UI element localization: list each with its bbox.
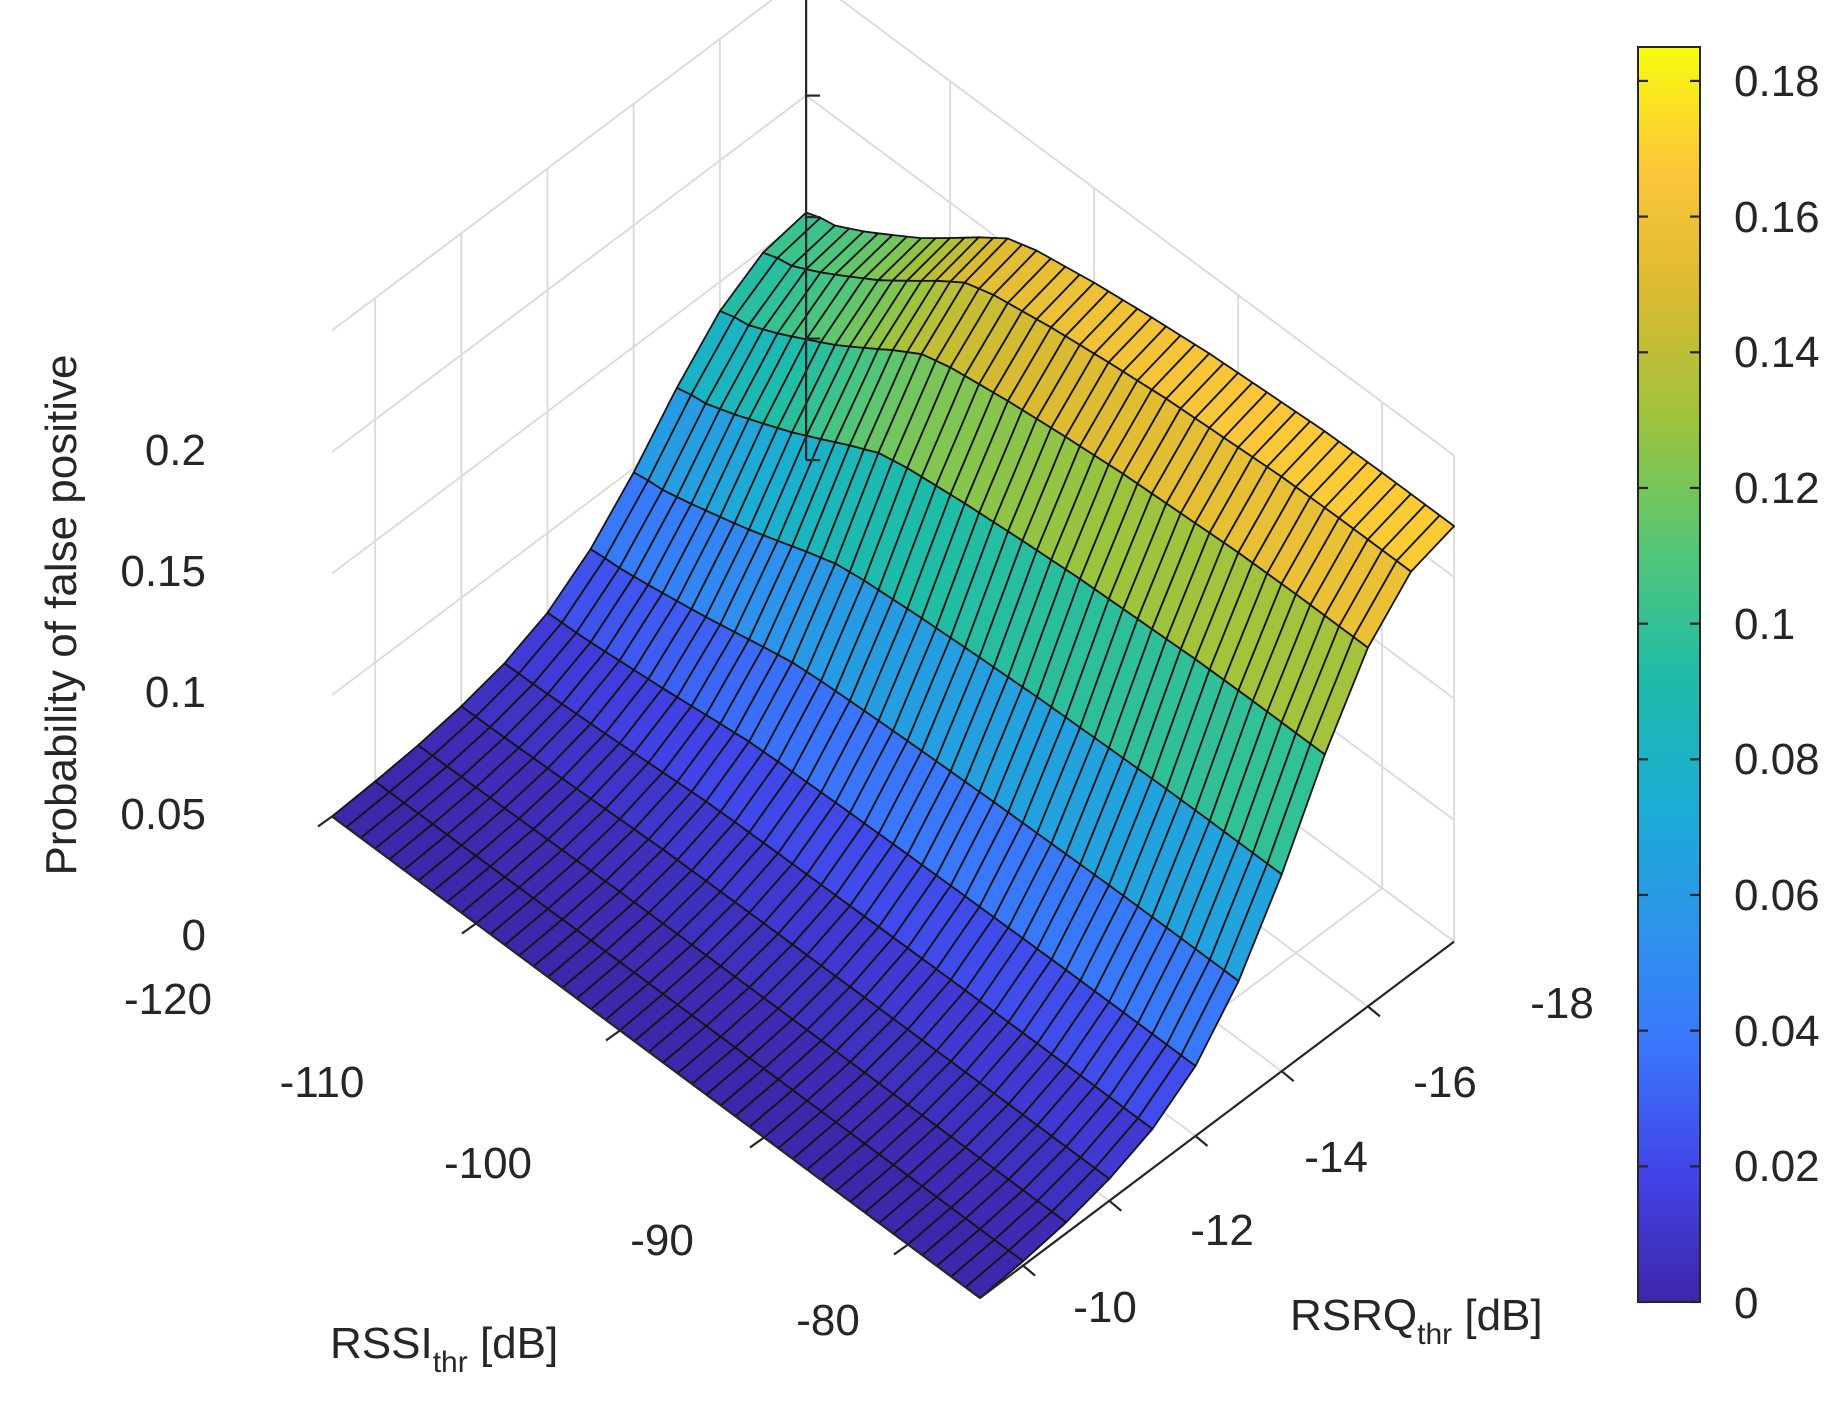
- y-tick-mark: [1280, 1070, 1295, 1083]
- x-axis-label-sub: thr: [433, 1346, 468, 1379]
- colorbar-tick-label: 0.06: [1734, 871, 1820, 920]
- x-tick-mark: [461, 922, 477, 935]
- y-axis-label-main: RSRQ: [1290, 1291, 1417, 1340]
- axes-lines: [317, 0, 1455, 1299]
- y-tick-mark: [1194, 1135, 1209, 1147]
- x-tick-label: -110: [280, 1058, 365, 1107]
- z-axis-ticks: 0 0.05 0.1 0.15 0.2: [120, 426, 206, 960]
- colorbar-tick-label: 0.02: [1734, 1142, 1820, 1191]
- colorbar-tick-label: 0.16: [1734, 193, 1820, 242]
- colorbar-tick-labels: 0 0.02 0.04 0.06 0.08 0.1 0.12 0.14 0.16…: [1734, 57, 1820, 1328]
- y-tick-label: -14: [1304, 1133, 1368, 1182]
- x-axis-label: RSSIthr [dB]: [330, 1319, 558, 1379]
- y-tick-mark: [1108, 1199, 1123, 1212]
- z-tick-label: 0.05: [120, 790, 206, 839]
- x-tick-mark: [317, 815, 333, 828]
- colorbar: [1637, 46, 1701, 1303]
- x-tick-mark: [605, 1029, 621, 1042]
- y-tick-mark: [1367, 1005, 1381, 1018]
- grid-line: [331, 94, 807, 453]
- x-tick-label: -90: [630, 1216, 694, 1265]
- grid-line: [331, 216, 807, 575]
- colorbar-tick-label: 0.18: [1734, 57, 1820, 106]
- z-axis-label: Probability of false positive: [37, 355, 86, 876]
- colorbar-tick-label: 0.14: [1734, 328, 1820, 377]
- grid-line: [331, 0, 774, 332]
- y-tick-label: -16: [1413, 1058, 1477, 1107]
- y-tick-label: -10: [1073, 1283, 1137, 1332]
- surface-plot: [331, 211, 1455, 1299]
- z-tick-label: 0: [182, 911, 206, 960]
- y-axis-label-sub: thr: [1417, 1318, 1452, 1351]
- colorbar-tick-label: 0.1: [1734, 600, 1795, 649]
- y-axis-label-unit: [dB]: [1452, 1291, 1543, 1340]
- x-axis-line: [331, 815, 981, 1299]
- y-tick-label: -18: [1530, 979, 1594, 1028]
- y-axis-line: [979, 940, 1455, 1299]
- z-tick-label: 0.2: [145, 426, 206, 475]
- x-tick-label: -120: [124, 975, 212, 1024]
- z-tick-label: 0.1: [145, 668, 206, 717]
- x-tick-mark: [749, 1136, 765, 1149]
- y-axis-label: RSRQthr [dB]: [1290, 1291, 1543, 1351]
- colorbar-tick-label: 0.08: [1734, 735, 1820, 784]
- grid-line: [839, 0, 1455, 457]
- x-tick-label: -80: [796, 1296, 860, 1345]
- x-axis-label-unit: [dB]: [468, 1319, 559, 1368]
- colorbar-tick-label: 0: [1734, 1279, 1758, 1328]
- x-tick-label: -100: [444, 1139, 532, 1188]
- x-axis-ticks: -120 -110 -100 -90 -80: [124, 975, 860, 1345]
- y-tick-mark: [1022, 1264, 1036, 1277]
- y-tick-label: -12: [1190, 1206, 1254, 1255]
- x-axis-label-main: RSSI: [330, 1319, 433, 1368]
- colorbar-tick-label: 0.04: [1734, 1007, 1820, 1056]
- x-tick-mark: [893, 1243, 909, 1256]
- colorbar-ticks: [1638, 79, 1700, 1304]
- colorbar-tick-label: 0.12: [1734, 464, 1820, 513]
- z-tick-label: 0.15: [120, 547, 206, 596]
- y-axis-ticks: -10 -12 -14 -16 -18: [1073, 979, 1594, 1332]
